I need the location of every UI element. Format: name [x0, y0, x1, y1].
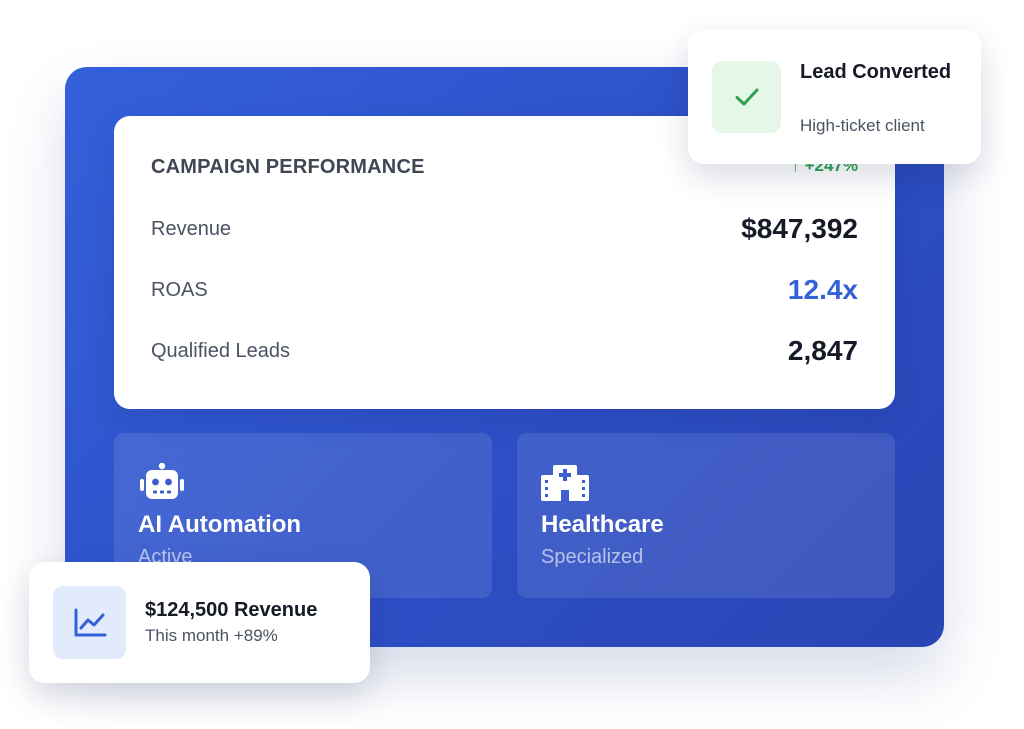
- healthcare-tile: Healthcare Specialized: [517, 433, 895, 598]
- metric-row-revenue: Revenue $847,392: [151, 212, 858, 246]
- campaign-performance-title: CAMPAIGN PERFORMANCE: [151, 156, 425, 178]
- revenue-badge-subtitle: This month +89%: [145, 626, 278, 645]
- metric-row-roas: ROAS 12.4x: [151, 273, 858, 307]
- revenue-icon-badge: [53, 586, 126, 659]
- lead-converted-notification: Lead Converted High-ticket client: [688, 30, 981, 164]
- campaign-performance-card: CAMPAIGN PERFORMANCE ↑ +247% Revenue $84…: [114, 116, 895, 409]
- tile-status: Specialized: [541, 546, 644, 568]
- trend-chart-icon: [74, 608, 106, 636]
- metric-label: ROAS: [151, 278, 208, 301]
- revenue-summary-badge: $124,500 Revenue This month +89%: [29, 562, 370, 683]
- metric-label: Revenue: [151, 217, 232, 240]
- hospital-icon: [541, 465, 589, 501]
- check-icon: [735, 88, 758, 106]
- robot-icon: [140, 463, 184, 499]
- success-icon-badge: [712, 61, 781, 133]
- tile-title: AI Automation: [138, 511, 302, 538]
- revenue-badge-title: $124,500 Revenue: [145, 599, 318, 621]
- metric-row-qualified-leads: Qualified Leads 2,847: [151, 334, 858, 368]
- notification-title: Lead Converted: [800, 61, 952, 83]
- metric-value: $847,392: [741, 213, 858, 244]
- metric-value: 12.4x: [787, 274, 858, 305]
- tile-title: Healthcare: [541, 511, 664, 538]
- notification-subtitle: High-ticket client: [800, 116, 925, 135]
- metric-label: Qualified Leads: [151, 339, 290, 362]
- metric-value: 2,847: [787, 335, 858, 366]
